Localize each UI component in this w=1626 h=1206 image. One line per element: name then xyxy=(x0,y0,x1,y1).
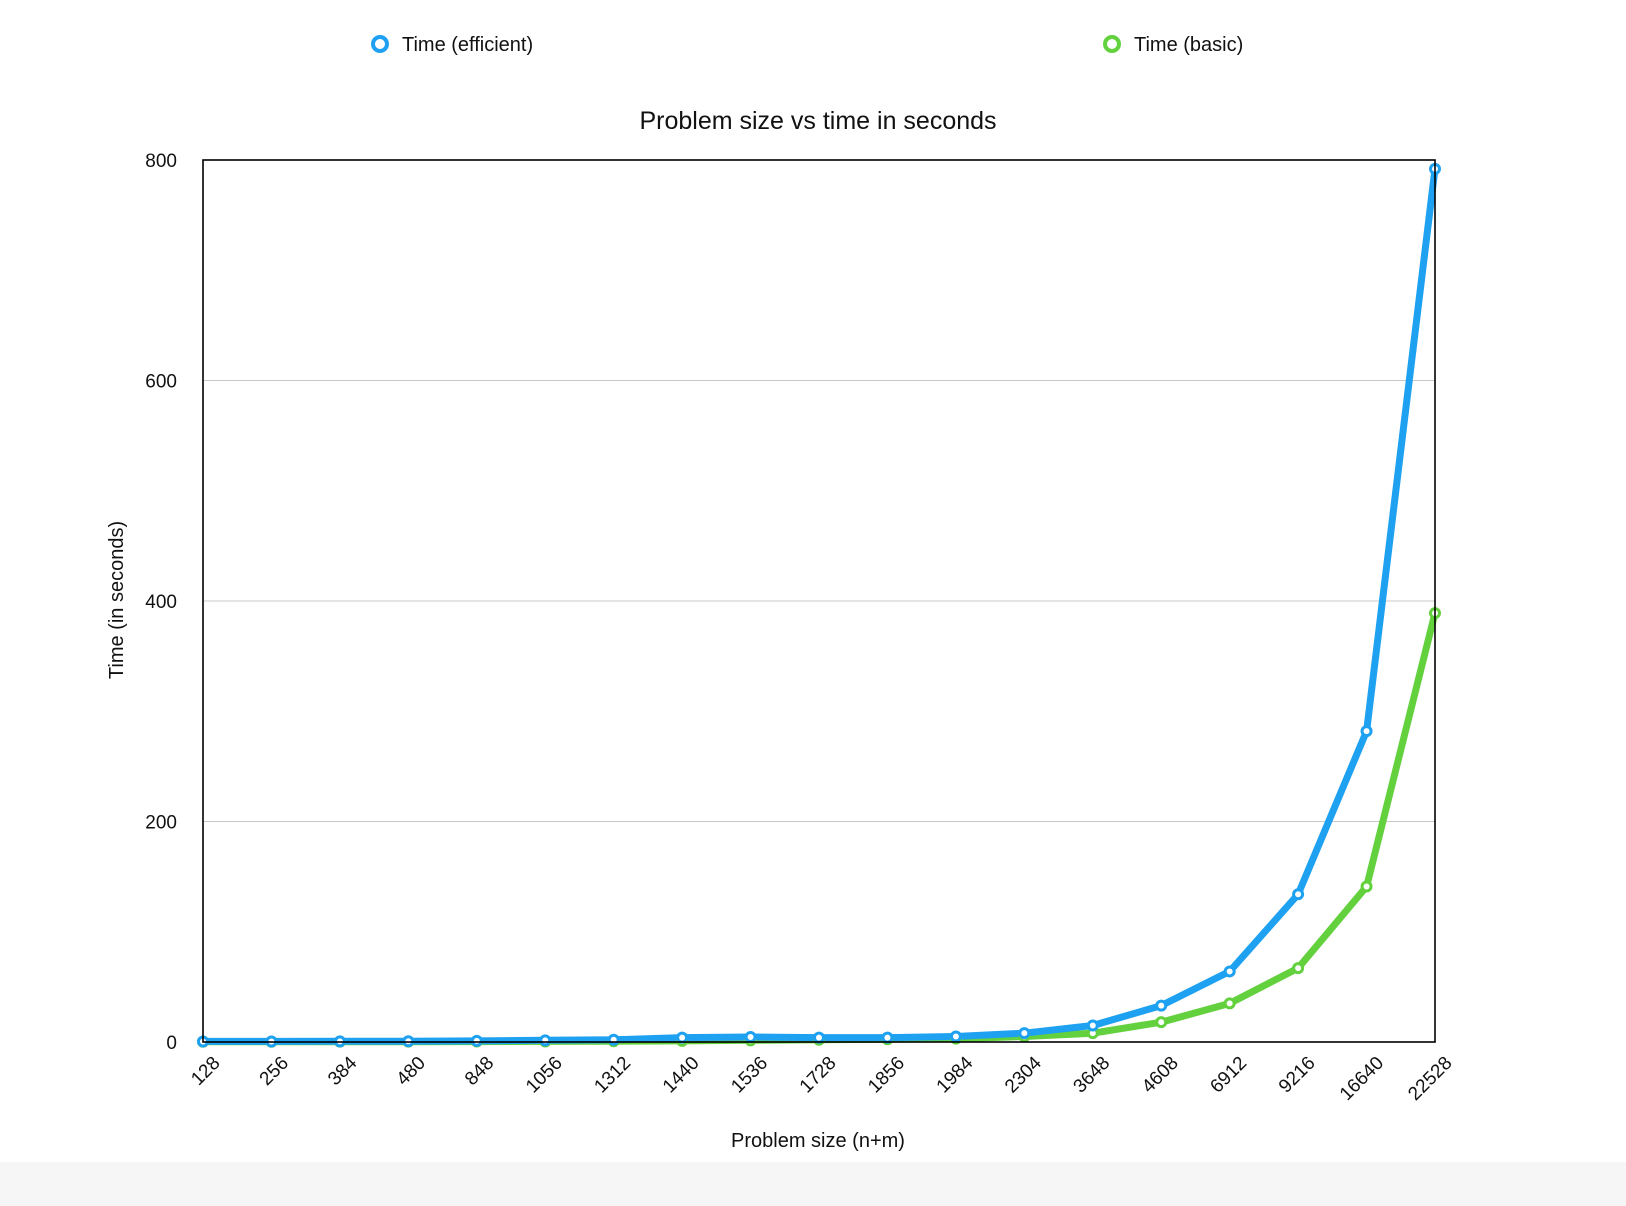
series-lines xyxy=(199,165,1439,1046)
y-tick-label: 0 xyxy=(166,1033,177,1054)
data-point-efficient[interactable] xyxy=(949,1030,962,1043)
legend: Time (efficient) Time (basic) xyxy=(371,34,1243,56)
data-point-efficient[interactable] xyxy=(1155,999,1168,1012)
legend-item-basic[interactable]: Time (basic) xyxy=(1103,34,1243,56)
legend-item-efficient[interactable]: Time (efficient) xyxy=(371,34,533,56)
data-point-efficient[interactable] xyxy=(676,1031,689,1044)
series-markers xyxy=(197,162,1441,1048)
y-axis-ticks: 0 200 400 600 800 xyxy=(145,151,177,1054)
y-tick-label: 600 xyxy=(145,372,177,393)
x-axis-ticks: 128 256 384 480 848 1056 1312 1440 1536 1728 1856 1… xyxy=(187,1052,1456,1105)
series-line-basic xyxy=(199,609,1439,1046)
legend-marker-efficient xyxy=(371,35,389,53)
x-tick-label: 1440 xyxy=(659,1053,704,1098)
x-tick-label: 256 xyxy=(256,1053,293,1090)
x-tick-label: 384 xyxy=(324,1052,362,1090)
data-point-basic[interactable] xyxy=(1223,997,1236,1010)
data-point-basic[interactable] xyxy=(1155,1016,1168,1029)
x-tick-label: 16640 xyxy=(1336,1053,1388,1105)
data-point-basic[interactable] xyxy=(1292,962,1305,975)
x-axis-label: Problem size (n+m) xyxy=(731,1130,905,1152)
x-tick-label: 1056 xyxy=(522,1053,567,1098)
x-tick-label: 128 xyxy=(187,1053,224,1090)
x-tick-label: 480 xyxy=(393,1053,430,1090)
data-point-efficient[interactable] xyxy=(470,1034,483,1047)
x-tick-label: 848 xyxy=(461,1053,498,1090)
y-tick-label: 200 xyxy=(145,813,177,834)
data-point-efficient[interactable] xyxy=(1292,888,1305,901)
x-tick-label: 9216 xyxy=(1275,1053,1320,1098)
x-tick-label: 3648 xyxy=(1070,1053,1115,1098)
data-point-efficient[interactable] xyxy=(1018,1027,1031,1040)
data-point-efficient[interactable] xyxy=(1360,725,1373,738)
legend-label-basic: Time (basic) xyxy=(1134,34,1243,56)
data-point-efficient[interactable] xyxy=(1086,1019,1099,1032)
legend-marker-basic xyxy=(1103,35,1121,53)
data-point-efficient[interactable] xyxy=(744,1031,757,1044)
x-tick-label: 1856 xyxy=(864,1053,909,1098)
window-bottom-band xyxy=(0,1162,1626,1206)
series-line-efficient xyxy=(199,165,1439,1045)
x-tick-label: 1728 xyxy=(796,1053,841,1098)
x-tick-label: 22528 xyxy=(1404,1053,1456,1105)
chart-title: Problem size vs time in seconds xyxy=(639,107,996,135)
data-point-efficient[interactable] xyxy=(539,1034,552,1047)
x-tick-label: 1984 xyxy=(933,1052,978,1097)
y-tick-label: 800 xyxy=(145,151,177,172)
data-point-efficient[interactable] xyxy=(607,1033,620,1046)
x-tick-label: 4608 xyxy=(1138,1053,1183,1098)
data-point-efficient[interactable] xyxy=(1223,965,1236,978)
y-axis-label: Time (in seconds) xyxy=(106,521,128,679)
x-tick-label: 1536 xyxy=(727,1053,772,1098)
y-tick-label: 400 xyxy=(145,592,177,613)
data-point-basic[interactable] xyxy=(1360,880,1373,893)
gridlines xyxy=(203,380,1435,822)
legend-label-efficient: Time (efficient) xyxy=(402,34,533,56)
x-tick-label: 6912 xyxy=(1206,1053,1251,1098)
x-tick-label: 2304 xyxy=(1001,1052,1046,1097)
plot-frame xyxy=(202,159,1436,1043)
data-point-efficient[interactable] xyxy=(813,1031,825,1044)
data-point-efficient[interactable] xyxy=(881,1031,894,1044)
x-tick-label: 1312 xyxy=(590,1053,635,1098)
